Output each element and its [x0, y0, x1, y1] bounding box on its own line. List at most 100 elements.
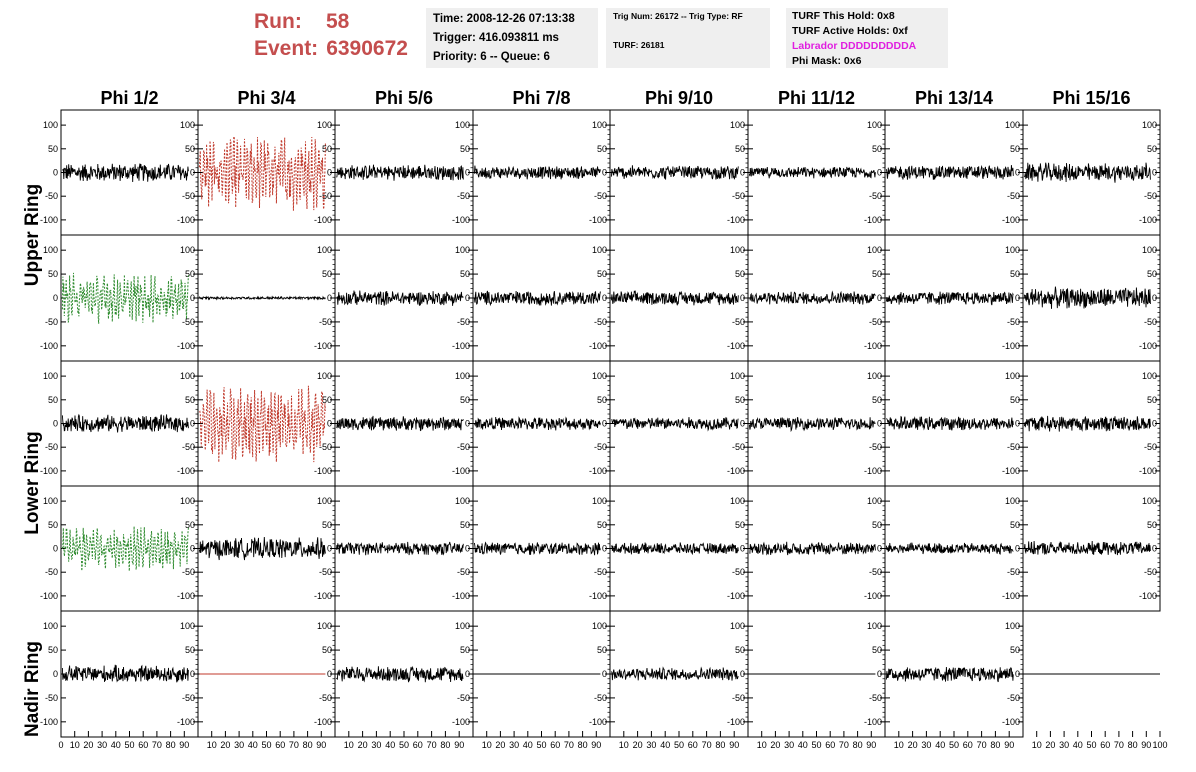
- x-tick-label: 50: [811, 740, 821, 750]
- y-tick-label: 100: [455, 621, 470, 631]
- y-tick-label: 0: [190, 168, 195, 178]
- y-tick-label: -100: [177, 341, 195, 351]
- x-tick-label: 40: [111, 740, 121, 750]
- y-tick-label: -50: [869, 191, 882, 201]
- y-tick-label: 100: [317, 621, 332, 631]
- y-tick-label: 0: [190, 669, 195, 679]
- y-tick-label: -50: [457, 442, 470, 452]
- y-tick-label: 100: [1005, 496, 1020, 506]
- y-tick-label: 100: [317, 496, 332, 506]
- waveform-trace: [886, 415, 1014, 431]
- x-tick-label: 20: [1045, 740, 1055, 750]
- x-tick-label: 10: [1032, 740, 1042, 750]
- y-tick-label: 50: [185, 395, 195, 405]
- x-tick-label: 10: [344, 740, 354, 750]
- waveform-trace: [1023, 286, 1151, 309]
- y-tick-label: 50: [1010, 269, 1020, 279]
- trigger-text: Trigger: 416.093811 ms: [433, 32, 559, 44]
- y-tick-label: -100: [727, 215, 745, 225]
- x-tick-label: 50: [674, 740, 684, 750]
- waveform-trace: [61, 526, 189, 572]
- y-tick-label: 0: [53, 544, 58, 554]
- y-tick-label: -50: [869, 317, 882, 327]
- waveform-trace: [885, 542, 1014, 555]
- waveform-trace: [473, 416, 601, 431]
- y-tick-label: 0: [1152, 168, 1157, 178]
- run-label: Run:: [254, 10, 302, 33]
- y-tick-label: 50: [48, 395, 58, 405]
- x-tick-label: 10: [894, 740, 904, 750]
- y-tick-label: -100: [864, 215, 882, 225]
- y-tick-label: 100: [317, 245, 332, 255]
- y-tick-label: 50: [185, 144, 195, 154]
- y-tick-label: 0: [740, 293, 745, 303]
- y-tick-label: 100: [43, 371, 58, 381]
- y-tick-label: -100: [727, 717, 745, 727]
- x-tick-label: 40: [798, 740, 808, 750]
- y-tick-label: 100: [317, 120, 332, 130]
- y-tick-label: 50: [735, 395, 745, 405]
- time-text: Time: 2008-12-26 07:13:38: [433, 13, 575, 25]
- x-tick-label: 20: [908, 740, 918, 750]
- x-tick-label: 70: [152, 740, 162, 750]
- waveform-trace: [61, 272, 189, 324]
- y-tick-label: -50: [1144, 317, 1157, 327]
- y-tick-label: 50: [185, 269, 195, 279]
- waveform-trace: [336, 290, 464, 306]
- y-tick-label: -100: [727, 466, 745, 476]
- y-tick-label: 0: [327, 544, 332, 554]
- y-tick-label: 50: [460, 144, 470, 154]
- y-tick-label: -50: [182, 191, 195, 201]
- y-tick-label: -100: [1002, 466, 1020, 476]
- y-tick-label: -50: [869, 693, 882, 703]
- y-tick-label: 50: [48, 645, 58, 655]
- waveform-trace: [336, 665, 464, 683]
- y-tick-label: 50: [1147, 395, 1157, 405]
- y-tick-label: 100: [455, 120, 470, 130]
- y-tick-label: 50: [1010, 144, 1020, 154]
- y-tick-label: 50: [460, 645, 470, 655]
- x-tick-label: 90: [1004, 740, 1014, 750]
- y-tick-label: 0: [190, 544, 195, 554]
- waveform-trace: [611, 416, 739, 432]
- y-tick-label: 100: [43, 621, 58, 631]
- x-tick-label: 60: [550, 740, 560, 750]
- y-tick-label: -100: [177, 717, 195, 727]
- waveform-trace: [61, 413, 189, 433]
- waveform-trace: [199, 385, 326, 463]
- x-tick-label: 20: [220, 740, 230, 750]
- y-tick-label: -50: [457, 191, 470, 201]
- y-tick-label: 0: [190, 293, 195, 303]
- y-tick-label: 100: [180, 621, 195, 631]
- y-tick-label: 0: [877, 293, 882, 303]
- y-tick-label: 50: [872, 520, 882, 530]
- event-value: 6390672: [326, 37, 408, 60]
- y-tick-label: 50: [1010, 395, 1020, 405]
- y-tick-label: -100: [452, 591, 470, 601]
- y-tick-label: 100: [1142, 120, 1157, 130]
- y-tick-label: 50: [1147, 144, 1157, 154]
- x-tick-label: 40: [1073, 740, 1083, 750]
- x-tick-label: 80: [166, 740, 176, 750]
- x-tick-label: 80: [853, 740, 863, 750]
- y-tick-label: 0: [327, 419, 332, 429]
- x-tick-label: 50: [124, 740, 134, 750]
- x-tick-label: 20: [83, 740, 93, 750]
- y-tick-label: 100: [180, 371, 195, 381]
- y-tick-label: 0: [1015, 544, 1020, 554]
- y-tick-label: -100: [727, 341, 745, 351]
- y-tick-label: 100: [455, 245, 470, 255]
- y-tick-label: 50: [597, 144, 607, 154]
- y-tick-label: 0: [740, 168, 745, 178]
- y-tick-label: -100: [314, 215, 332, 225]
- y-tick-label: 100: [43, 245, 58, 255]
- x-tick-label: 10: [757, 740, 767, 750]
- x-tick-label: 20: [358, 740, 368, 750]
- y-tick-label: 50: [872, 645, 882, 655]
- waveform-trace: [336, 164, 464, 181]
- y-tick-label: 0: [465, 669, 470, 679]
- x-tick-label: 40: [935, 740, 945, 750]
- y-tick-label: -50: [45, 191, 58, 201]
- x-tick-label: 90: [179, 740, 189, 750]
- y-tick-label: -50: [732, 442, 745, 452]
